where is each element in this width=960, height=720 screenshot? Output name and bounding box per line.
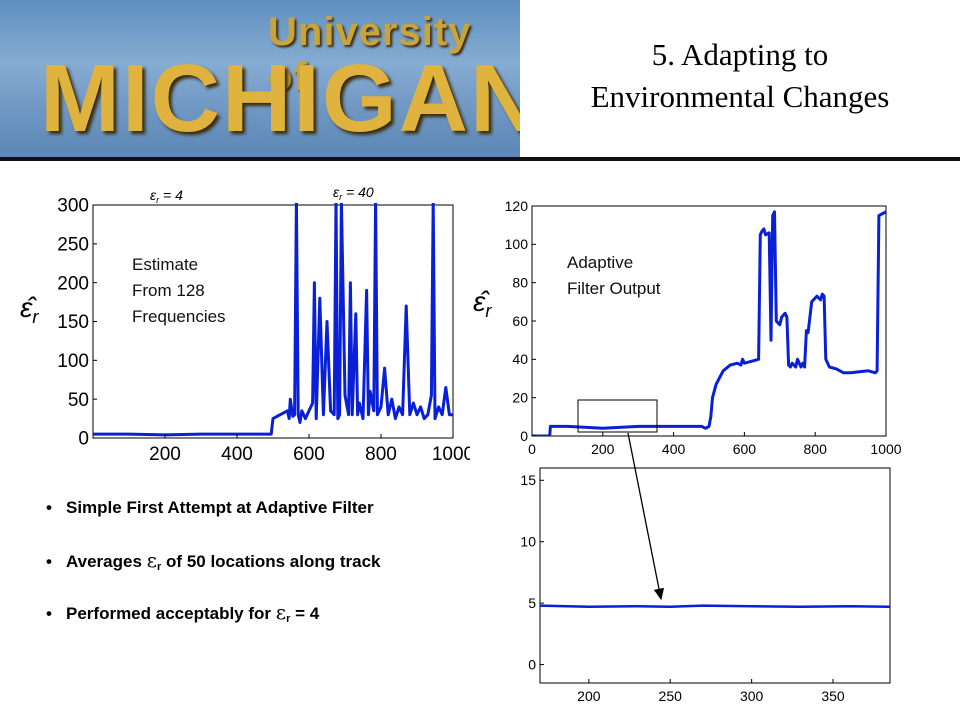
y-tick-label: 100 [505,236,529,252]
zoomed-detail-chart: 200 250 300 350 0 5 10 15 [520,467,891,704]
eps-symbol: ε [150,187,157,203]
chart2-ylabel: ε̂r [473,286,492,321]
slide-title: 5. Adapting to Environmental Changes [520,34,960,118]
eps-eq: = 4 [159,187,183,203]
bullet-3: • Performed acceptably for εr = 4 [46,600,319,625]
y-tick-label: 300 [57,196,89,217]
plot-frame [531,205,887,437]
bullet-3-after: = 4 [295,604,320,623]
series-line [93,203,453,437]
slide-title-line-1: 5. Adapting to [651,37,829,72]
y-tick-label: 0 [528,656,536,672]
chart1-ylabel: ε̂r [20,292,39,327]
x-tick-label: 800 [365,444,397,465]
chart1-annotation: Estimate From 128 Frequencies [132,255,226,326]
chart1-annotation-line: Frequencies [132,307,226,326]
x-tick-label: 200 [591,441,615,457]
bullet-1: • Simple First Attempt at Adaptive Filter [46,498,374,518]
y-tick-label: 50 [68,390,89,411]
y-tick-label: 120 [505,198,529,214]
bullet-3-before: Performed acceptably for [66,604,272,623]
bullet-2-before: Averages [66,552,142,571]
y-tick-label: 80 [512,275,528,291]
x-tick-label: 200 [149,444,181,465]
x-tick-label: 350 [821,688,845,704]
slide-title-line-2: Environmental Changes [590,79,890,114]
x-tick-label: 600 [733,441,757,457]
header-divider [0,157,960,161]
epsilon-symbol: ε [275,600,287,624]
bullet-2: • Averages εr of 50 locations along track [46,548,381,573]
x-tick-label: 400 [662,441,686,457]
x-tick-label: 200 [577,688,601,704]
bullet-1-text: Simple First Attempt at Adaptive Filter [66,498,374,517]
x-tick-label: 300 [740,688,764,704]
eps-sub: r [156,195,160,205]
eps-eq: = 40 [342,184,374,200]
chart1-top-label-1: εr = 4 [150,187,183,205]
x-tick-label: 250 [659,688,683,704]
y-tick-label: 15 [520,472,536,488]
chart1-annotation-line: From 128 [132,281,205,300]
bullet-2-after: of 50 locations along track [166,552,381,571]
chart2-annotation-line: Filter Output [567,279,661,298]
chart2-annotation: Adaptive Filter Output [567,253,661,298]
x-tick-label: 0 [528,441,536,457]
y-tick-label: 60 [512,313,528,329]
x-tick-label: 800 [804,441,828,457]
plot-frame [539,467,891,684]
y-tick-label: 0 [78,429,89,450]
bullet-dot: • [46,498,52,517]
eps-symbol: ε [333,184,340,200]
logo-text-michigan: MICHIGAN [40,45,520,152]
x-tick-label: 1000 [870,441,901,457]
chart2-annotation-line: Adaptive [567,253,633,272]
series-line [532,210,886,436]
x-tick-label: 400 [221,444,253,465]
bullet-dot: • [46,604,52,623]
logo-text-university: University of [268,10,472,99]
y-tick-label: 5 [528,595,536,611]
zoom-region-box [577,399,658,433]
adaptive-filter-chart: 0 200 400 600 800 1000 0 20 40 60 80 100 120 ε̂r Ada… [473,198,902,457]
y-tick-label: 200 [57,273,89,294]
eps-sub: r [339,192,343,202]
y-tick-label: 0 [520,428,528,444]
chart1-top-label-2: εr = 40 [333,184,374,202]
epsilon-symbol: ε [146,548,158,572]
y-tick-label: 100 [57,351,89,372]
chart1-annotation-line: Estimate [132,255,198,274]
x-tick-label: 1000 [432,444,470,465]
epsilon-subscript: r [286,613,291,625]
y-tick-label: 40 [512,351,528,367]
epsilon-subscript: r [157,561,162,573]
y-tick-label: 150 [57,312,89,333]
x-tick-label: 600 [293,444,325,465]
y-tick-label: 20 [512,390,528,406]
university-logo-banner: University of MICHIGAN [0,0,520,158]
y-tick-label: 250 [57,234,89,255]
y-tick-label: 10 [520,534,536,550]
series-line [540,604,890,609]
bullet-dot: • [46,552,52,571]
